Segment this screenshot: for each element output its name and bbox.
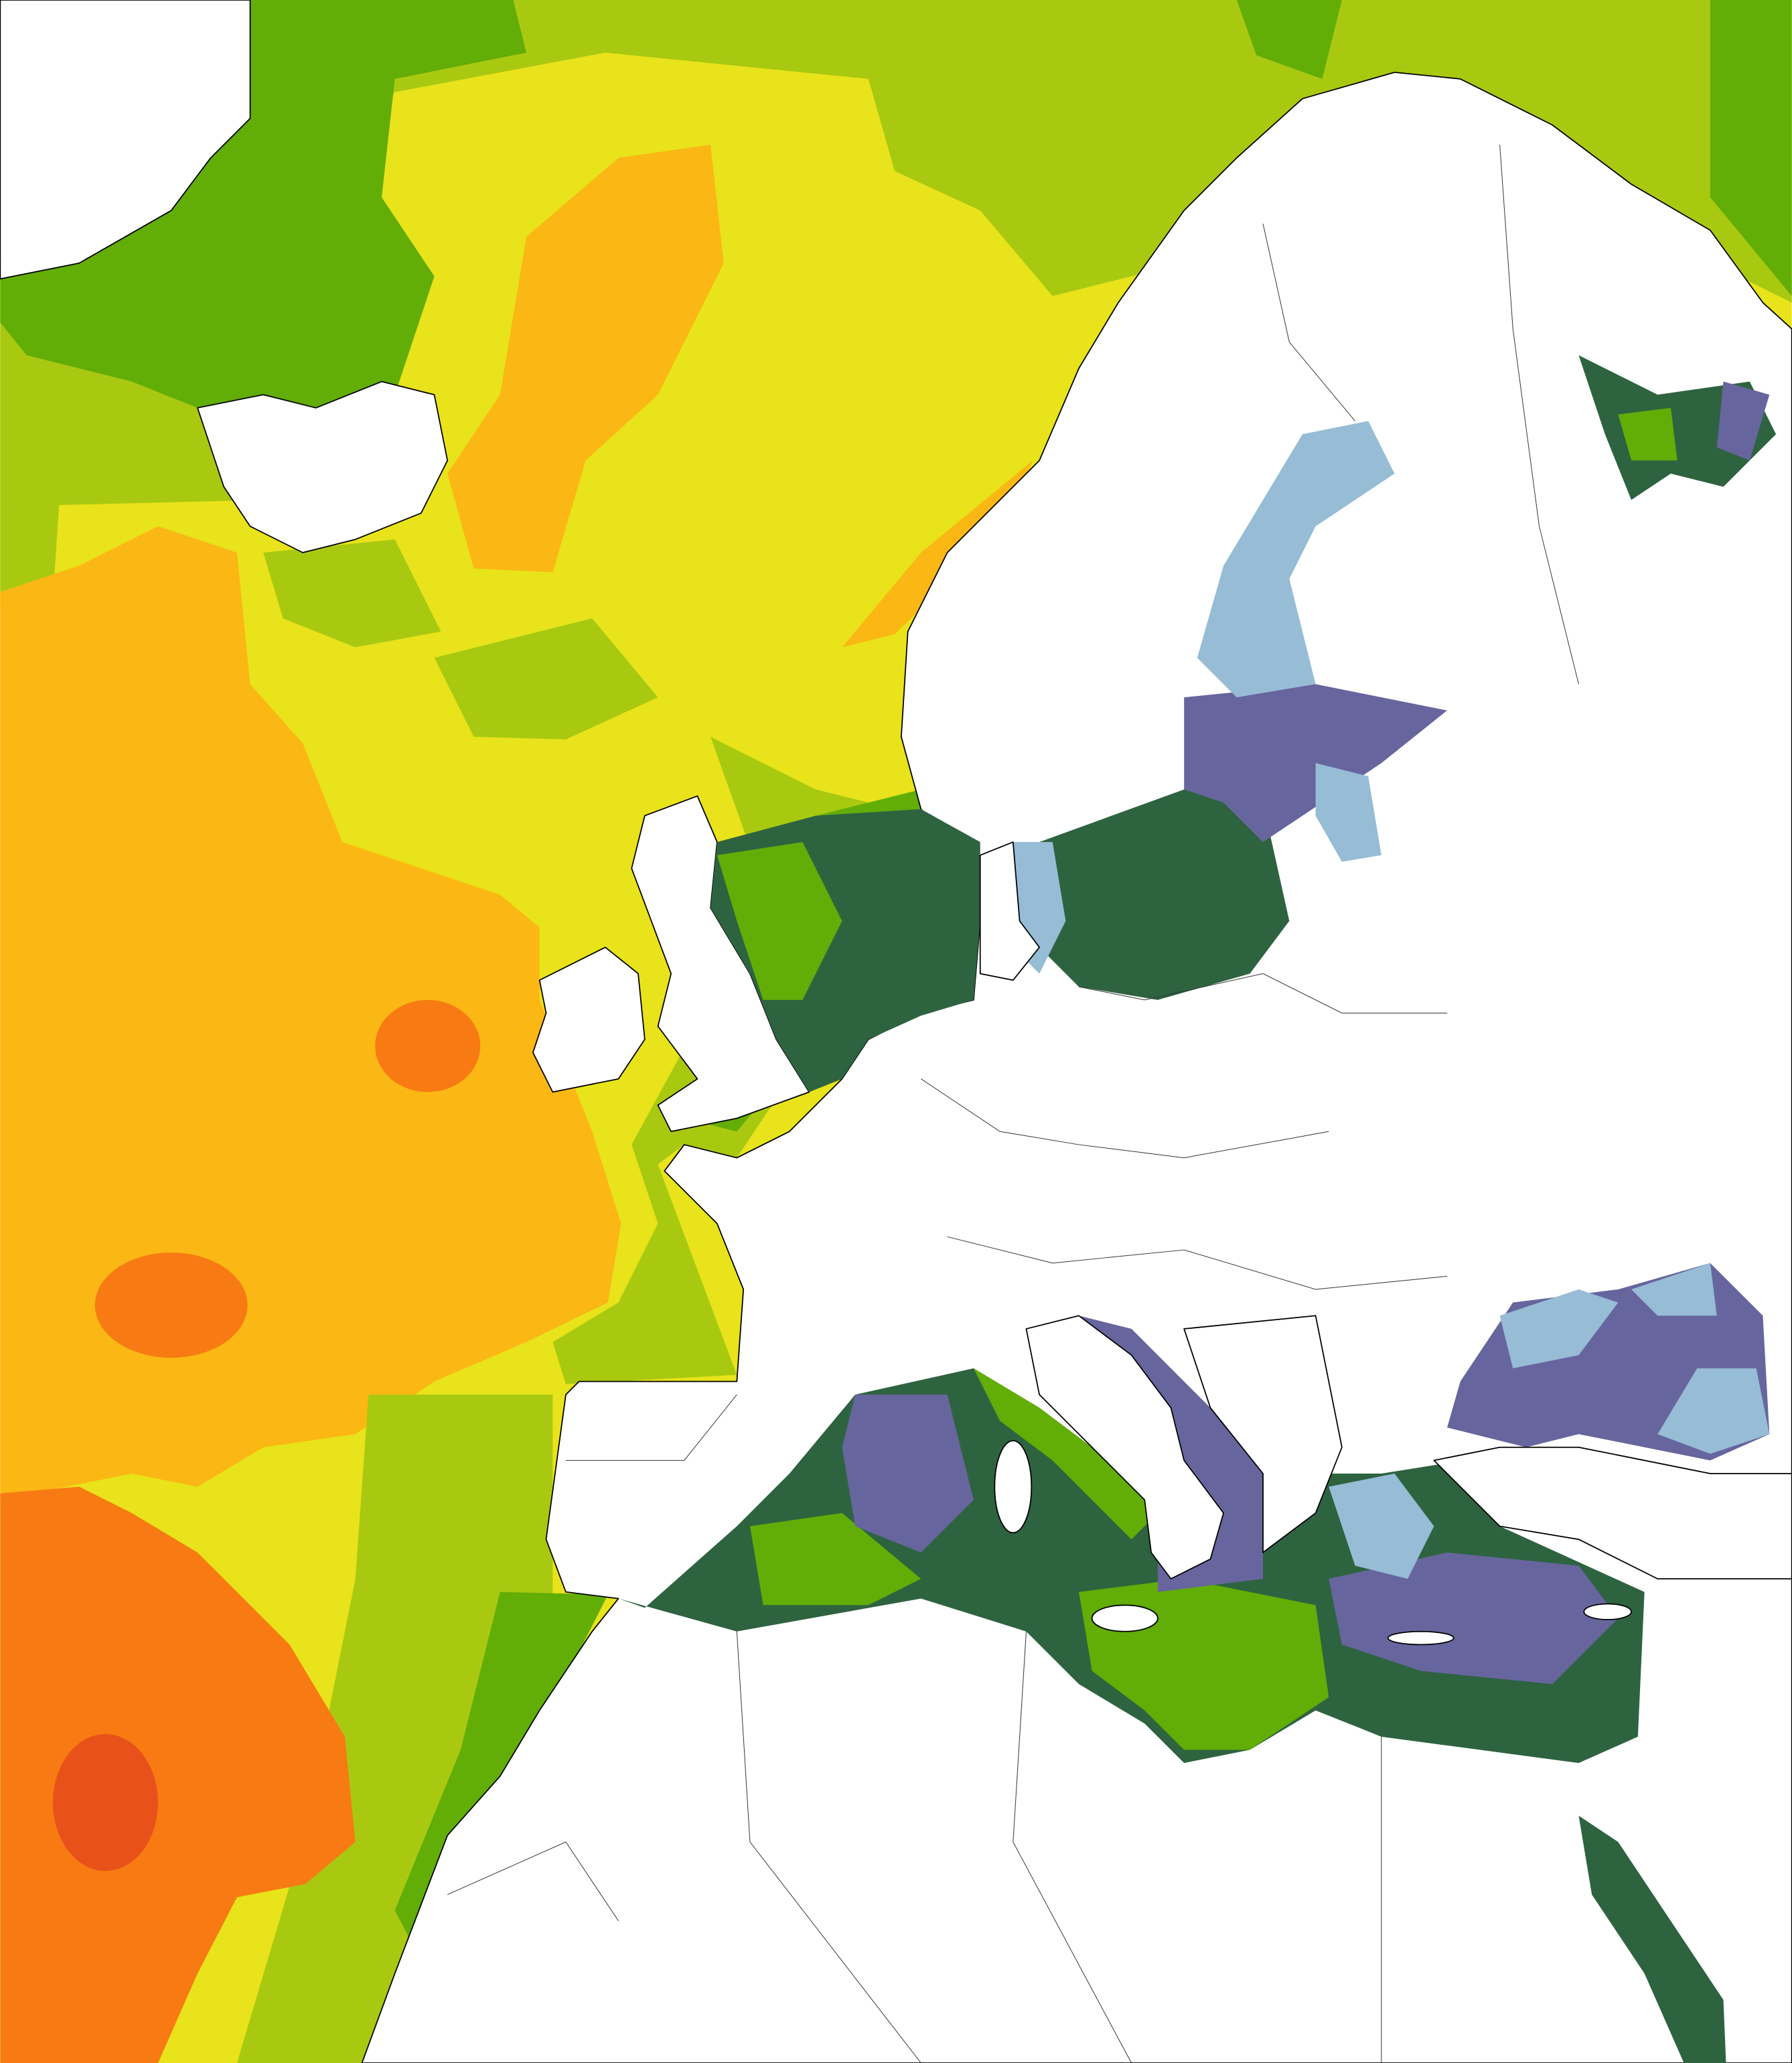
greenland: [0, 0, 251, 280]
crete: [1387, 1630, 1454, 1646]
red-sea-dark-green: [1578, 1815, 1726, 2063]
ocean-dark-orange: [52, 1733, 159, 1871]
baltic-dark-green: [1039, 789, 1290, 1000]
black-sea-light-blue: [1657, 1368, 1770, 1454]
balkans: [1183, 1315, 1343, 1553]
baltic-light-blue: [1315, 763, 1382, 862]
ocean-light-green: [434, 618, 658, 739]
border: [736, 1631, 921, 2063]
border: [921, 1078, 1329, 1159]
corsica-sardinia: [994, 1440, 1033, 1534]
border: [1078, 973, 1448, 1013]
ocean-orange: [0, 1486, 356, 2063]
iceland: [197, 380, 449, 553]
baltic-light-blue: [1197, 421, 1395, 698]
ocean-light-green: [263, 539, 441, 648]
sicily: [1091, 1604, 1159, 1632]
ocean-green: [1236, 0, 1342, 79]
ocean-orange: [375, 999, 481, 1092]
mediterranean-green: [749, 1512, 921, 1606]
border: [947, 1236, 1448, 1290]
sea-green: [717, 842, 842, 1000]
baltic-purple: [1184, 684, 1448, 843]
ocean-green: [0, 0, 527, 435]
ireland: [532, 946, 646, 1093]
peninsulas-islands: [979, 841, 1792, 1646]
white-sea-purple: [1716, 381, 1770, 461]
border: [1499, 145, 1579, 685]
ocean-orange-yellow: [842, 460, 1033, 648]
ocean-orange: [94, 1253, 248, 1358]
mediterranean-green: [973, 1368, 1158, 1540]
black-sea-light-blue: [1631, 1263, 1717, 1316]
ocean-light-green: [236, 1395, 553, 2063]
mediterranean-purple: [1329, 1552, 1619, 1685]
aegean-light-blue: [1329, 1474, 1434, 1579]
borders: [447, 145, 1579, 2063]
inland-seas: [618, 355, 1777, 2063]
border: [447, 1841, 619, 1922]
border: [565, 1394, 737, 1461]
mediterranean-purple: [842, 1395, 974, 1553]
denmark: [979, 841, 1040, 981]
cyprus: [1583, 1603, 1632, 1620]
ocean-orange-yellow: [447, 145, 724, 573]
italy: [1025, 1315, 1224, 1580]
border: [1013, 1631, 1132, 2063]
ocean-green: [1710, 0, 1792, 296]
white-sea-green: [1618, 407, 1677, 461]
border: [1262, 223, 1355, 421]
black-sea-light-blue: [1499, 1289, 1619, 1368]
